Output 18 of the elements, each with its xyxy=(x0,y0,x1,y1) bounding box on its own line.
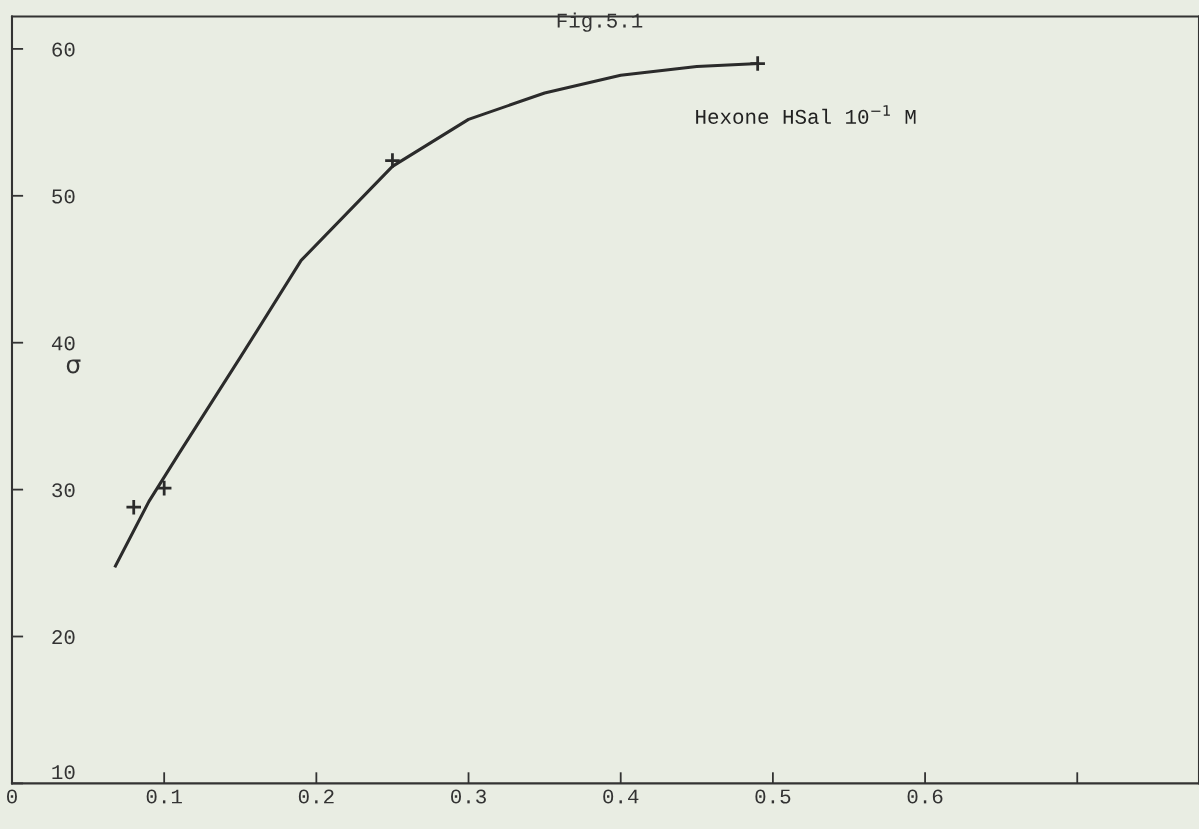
y-tick-label: 10 xyxy=(52,765,75,780)
x-tick-label: 0.4 xyxy=(603,789,639,804)
x-tick-label: 0.1 xyxy=(146,789,182,804)
point xyxy=(125,498,143,516)
point xyxy=(749,54,767,73)
y-tick-label: 20 xyxy=(52,630,75,645)
y-tick-label: 40 xyxy=(51,336,75,351)
x-tick-label: 0 xyxy=(7,789,17,804)
y-tick-label: 60 xyxy=(52,42,75,57)
annotation: Hexone HSal 10$^{−1}$ M xyxy=(696,105,916,124)
x-tick-label: 0.5 xyxy=(755,789,791,804)
x-tick-label: 0.2 xyxy=(298,789,334,804)
point xyxy=(383,151,402,170)
x-tick-label: 0.3 xyxy=(451,789,486,804)
x-tick-label: 0.6 xyxy=(907,789,943,804)
y-tick-label: 50 xyxy=(52,189,75,204)
y-axis-title: σ xyxy=(66,359,81,374)
y-tick-label: 30 xyxy=(52,483,75,498)
